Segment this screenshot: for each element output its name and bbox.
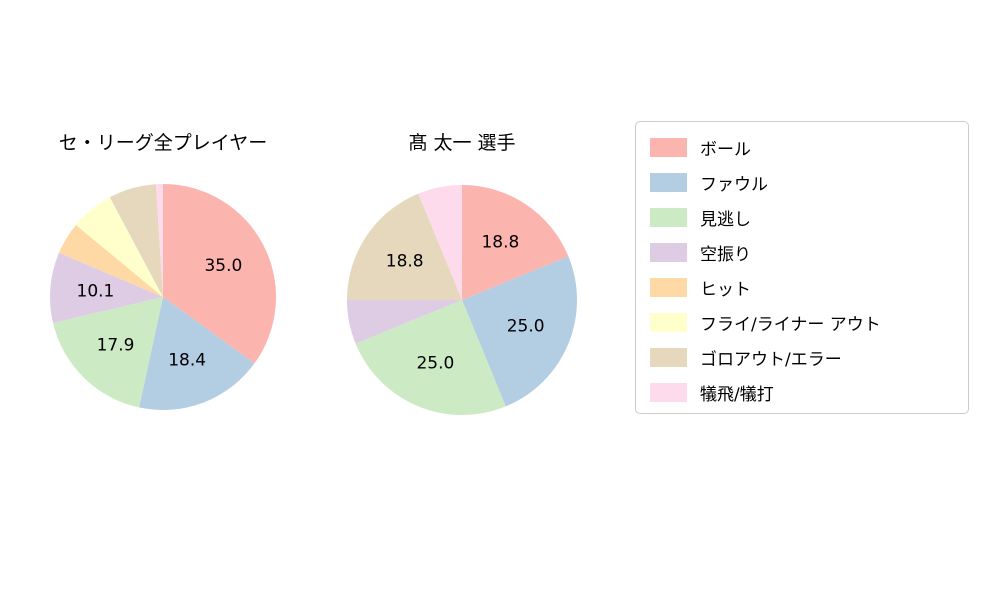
pie-percent-label: 25.0 xyxy=(507,317,545,337)
pie-percent-label: 18.8 xyxy=(481,233,519,253)
pie-percent-label: 18.4 xyxy=(168,350,206,370)
pie-slice-6 xyxy=(347,193,462,300)
pie-slice-1 xyxy=(462,256,577,407)
legend-swatch-ball xyxy=(650,138,687,157)
legend-label-fly-liner-out: フライ/ライナー アウト xyxy=(700,315,881,335)
legend-swatch-ground-out-error xyxy=(650,348,687,367)
pie-slice-7 xyxy=(418,185,462,300)
legend-label-ground-out-error: ゴロアウト/エラー xyxy=(700,350,842,370)
legend-swatch-fly-liner-out xyxy=(650,313,687,332)
pie-slice-0 xyxy=(163,184,276,364)
pie-chart-league: 35.0 18.4 17.9 10.1 xyxy=(49,184,276,410)
pie-slice-0 xyxy=(462,185,569,300)
legend-item-foul: ファウル xyxy=(650,165,968,200)
pie-percent-label: 35.0 xyxy=(204,256,242,276)
legend-item-fly-liner-out: フライ/ライナー アウト xyxy=(650,305,968,340)
pie-slice-5 xyxy=(75,197,163,297)
pie-slice-6 xyxy=(109,184,163,297)
legend-label-sacrifice: 犠飛/犠打 xyxy=(700,385,774,405)
legend-item-swinging-strike: 空振り xyxy=(650,235,968,270)
pie-percent-label: 17.9 xyxy=(97,335,135,355)
pie-slice-7 xyxy=(155,184,163,297)
pie-slice-3 xyxy=(347,300,462,344)
legend-label-swinging-strike: 空振り xyxy=(700,245,751,265)
legend-label-hit: ヒット xyxy=(700,280,751,300)
pie-percent-label: 10.1 xyxy=(77,281,115,301)
legend: ボール ファウル 見逃し 空振り ヒット フライ/ライナー アウト ゴロアウト/… xyxy=(635,121,969,414)
legend-item-hit: ヒット xyxy=(650,270,968,305)
chart-title-player: 髙 太一 選手 xyxy=(408,132,516,154)
legend-label-foul: ファウル xyxy=(700,175,768,195)
legend-item-ball: ボール xyxy=(650,130,968,165)
pie-percent-label: 18.8 xyxy=(386,252,424,272)
pie-chart-player: 18.8 25.0 25.0 18.8 xyxy=(347,185,577,415)
legend-swatch-called-strike xyxy=(650,208,687,227)
pie-slice-3 xyxy=(49,252,163,324)
legend-item-sacrifice: 犠飛/犠打 xyxy=(650,375,968,410)
pie-slice-4 xyxy=(59,224,163,297)
chart-title-league: セ・リーグ全プレイヤー xyxy=(58,132,268,154)
legend-swatch-sacrifice xyxy=(650,383,687,402)
legend-label-called-strike: 見逃し xyxy=(700,210,751,230)
legend-swatch-foul xyxy=(650,173,687,192)
pie-slice-2 xyxy=(355,300,506,415)
pie-slice-1 xyxy=(139,297,255,410)
legend-swatch-swinging-strike xyxy=(650,243,687,262)
pie-slice-2 xyxy=(53,297,163,408)
legend-item-called-strike: 見逃し xyxy=(650,200,968,235)
legend-label-ball: ボール xyxy=(700,140,751,160)
legend-swatch-hit xyxy=(650,278,687,297)
pie-percent-label: 25.0 xyxy=(416,354,454,374)
legend-item-ground-out-error: ゴロアウト/エラー xyxy=(650,340,968,375)
